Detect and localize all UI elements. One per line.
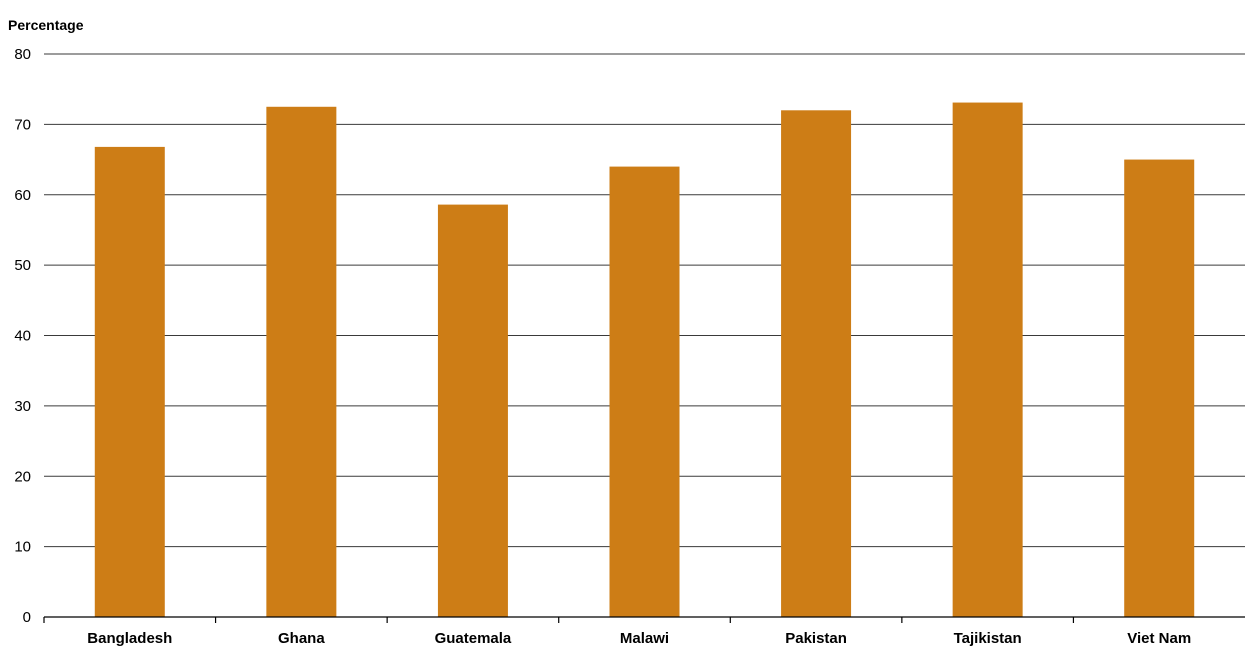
x-tick-label: Viet Nam: [1127, 630, 1191, 647]
y-tick-label: 40: [14, 328, 31, 345]
y-tick-labels: 0 10 20 30 40 50 60 70 80: [14, 46, 31, 626]
y-tick-label: 70: [14, 116, 31, 133]
x-tick-label: Malawi: [620, 630, 669, 647]
x-tick-label: Guatemala: [435, 630, 512, 647]
y-tick-label: 60: [14, 187, 31, 204]
bar-malawi: [609, 166, 680, 617]
x-tick-label: Bangladesh: [87, 630, 172, 647]
x-tick-label: Ghana: [278, 630, 325, 647]
y-tick-label: 50: [14, 257, 31, 274]
bar-tajikistan: [952, 102, 1023, 618]
x-tick-labels: Bangladesh Ghana Guatemala Malawi Pakistan Ta…: [87, 630, 1191, 647]
y-tick-label: 80: [14, 46, 31, 63]
bar-guatemala: [437, 204, 508, 618]
y-axis-title: Percentage: [8, 17, 84, 33]
y-tick-label: 30: [14, 398, 31, 415]
y-tick-label: 0: [23, 609, 31, 626]
x-tick-label: Pakistan: [785, 630, 847, 647]
bar-pakistan: [781, 110, 852, 618]
bars: [94, 102, 1195, 618]
x-axis: [43, 616, 1245, 623]
bar-bangladesh: [94, 146, 165, 617]
y-tick-label: 10: [14, 539, 31, 556]
y-tick-label: 20: [14, 468, 31, 485]
x-tick-label: Tajikistan: [954, 630, 1022, 647]
bar-ghana: [266, 106, 337, 617]
bar-viet-nam: [1124, 159, 1195, 617]
